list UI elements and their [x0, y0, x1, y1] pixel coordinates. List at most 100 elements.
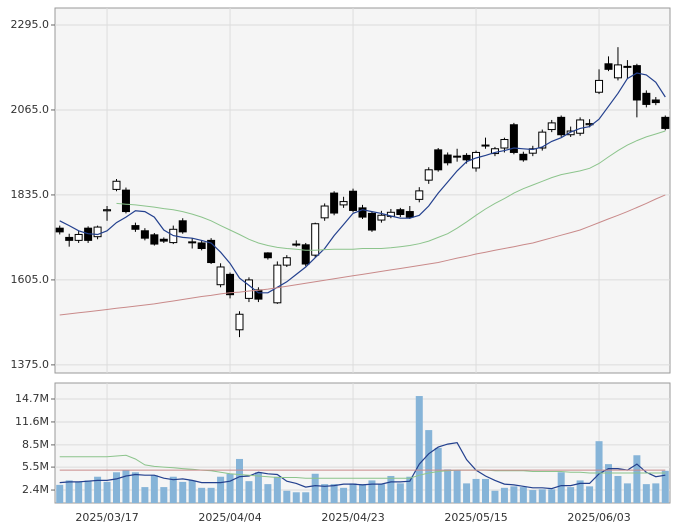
volume-bar — [434, 447, 442, 503]
volume-bar — [150, 475, 158, 503]
candle-body — [55, 227, 64, 233]
candle-body — [93, 226, 102, 238]
volume-bar — [614, 475, 622, 503]
volume-bar — [387, 475, 395, 503]
volume-bar — [169, 476, 177, 503]
candle-body — [216, 266, 225, 286]
plot-area — [54, 7, 671, 374]
candle-body — [661, 116, 670, 129]
candle-body — [623, 65, 632, 68]
volume-bar — [84, 480, 92, 503]
candle-body — [604, 63, 613, 70]
x-tick-label: 2025/06/03 — [567, 511, 630, 524]
y-tick-label: 14.7M — [15, 392, 49, 405]
volume-bar — [586, 486, 594, 503]
volume-bar — [113, 472, 120, 503]
y-tick-label: 2295.0 — [11, 18, 50, 31]
candle-body — [178, 220, 187, 233]
volume-bar — [595, 441, 603, 503]
candle-body — [358, 207, 367, 218]
candle-body — [150, 234, 159, 245]
candle-body — [349, 190, 358, 211]
volume-bar — [311, 473, 319, 503]
volume-bar — [302, 492, 310, 503]
volume-bar — [510, 486, 518, 503]
volume-bar — [207, 487, 215, 503]
candle-body — [557, 116, 566, 136]
volume-bar — [661, 470, 669, 503]
volume-bar — [652, 483, 660, 503]
volume-bar — [567, 487, 575, 503]
volume-bar — [56, 484, 64, 503]
volume-bar — [330, 484, 338, 503]
volume-bar — [529, 490, 537, 503]
candle-body — [377, 214, 386, 221]
candle-body — [443, 154, 452, 164]
volume-bar — [396, 483, 404, 503]
candle-body — [566, 130, 575, 136]
volume-bar — [605, 464, 612, 503]
candle-body — [472, 151, 481, 169]
moving-average-line — [59, 442, 666, 490]
candle-body — [481, 144, 490, 147]
candle-body — [595, 79, 604, 93]
volume-bar — [406, 476, 414, 503]
volume-bar — [633, 455, 641, 503]
candle-body — [330, 192, 339, 214]
candle-body — [65, 236, 74, 241]
volume-bar — [463, 483, 471, 503]
candle-body — [226, 273, 235, 296]
volume-bar — [245, 481, 253, 503]
volume-bar — [103, 481, 111, 503]
volume-bar — [359, 484, 366, 503]
candle-body — [140, 230, 149, 239]
volume-bar — [217, 476, 225, 503]
volume-bar — [131, 472, 139, 503]
volume-bar — [321, 484, 329, 503]
candle-body — [500, 139, 509, 149]
volume-bar — [519, 487, 527, 503]
candle-body — [424, 169, 433, 181]
candle-body — [263, 252, 272, 259]
candle-body — [244, 279, 253, 299]
candle-body — [112, 180, 121, 190]
x-tick-label: 2025/05/15 — [444, 511, 507, 524]
volume-bar — [226, 473, 234, 503]
volume-bar — [94, 476, 102, 503]
candle-body — [509, 124, 518, 153]
volume-bar — [179, 481, 187, 503]
volume-bar — [141, 487, 149, 503]
y-tick-label: 1835.0 — [11, 188, 50, 201]
candle-body — [519, 153, 528, 161]
volume-bar — [642, 484, 650, 503]
candle-body — [434, 149, 443, 171]
candle-body — [301, 244, 310, 265]
candle-body — [462, 154, 471, 161]
candle-body — [415, 190, 424, 200]
volume-bar — [557, 472, 565, 503]
y-tick-label: 8.5M — [22, 438, 49, 451]
y-tick-label: 11.6M — [15, 415, 49, 428]
candle-body — [453, 155, 462, 158]
volume-bar — [538, 489, 546, 503]
volume-bar — [292, 492, 300, 503]
candle-body — [292, 243, 301, 246]
candle-body — [273, 264, 282, 304]
candle-body — [642, 92, 651, 105]
volume-bar — [377, 484, 385, 503]
candle-body — [159, 238, 168, 242]
candle-body — [282, 257, 291, 266]
volume-bar — [472, 478, 480, 503]
candle-body — [651, 99, 660, 104]
candle-body — [547, 122, 556, 131]
candle-body — [121, 189, 130, 213]
volume-bar — [254, 472, 262, 503]
volume-bar — [340, 487, 348, 503]
candle-body — [405, 211, 414, 218]
candle-body — [396, 209, 405, 216]
volume-bar — [548, 489, 556, 503]
volume-bar — [198, 487, 206, 503]
y-tick-label: 5.5M — [22, 460, 49, 473]
